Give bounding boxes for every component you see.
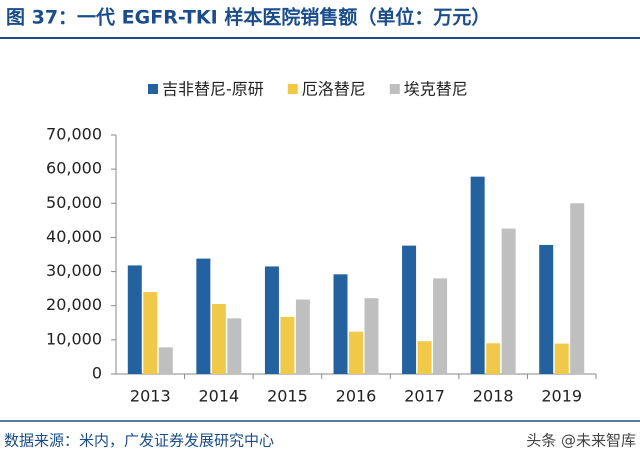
bar <box>402 245 417 374</box>
legend-swatch <box>287 84 298 94</box>
bar <box>158 347 173 374</box>
x-tick-label: 2019 <box>541 387 582 406</box>
y-tick-label: 30,000 <box>46 261 102 280</box>
bar <box>364 298 379 374</box>
watermark: 头条 @未来智库 <box>526 432 636 450</box>
y-tick-label: 40,000 <box>46 227 102 246</box>
legend-label: 厄洛替尼 <box>302 80 366 99</box>
bar <box>127 265 142 374</box>
x-tick-label: 2018 <box>473 387 514 406</box>
x-tick-label: 2017 <box>404 387 445 406</box>
y-tick-label: 70,000 <box>46 125 102 144</box>
legend-label: 吉非替尼-原研 <box>162 80 264 99</box>
legend-swatch <box>148 84 158 94</box>
bar <box>470 176 485 374</box>
bar <box>333 274 348 374</box>
legend-label: 埃克替尼 <box>404 80 468 99</box>
bar <box>433 278 448 374</box>
bar <box>143 292 158 374</box>
bar <box>570 203 585 374</box>
chart-title: 图 37：一代 EGFR-TKI 样本医院销售额（单位：万元） <box>6 6 490 29</box>
bar <box>295 299 310 374</box>
bar <box>486 343 501 374</box>
bar <box>280 316 295 374</box>
y-tick-label: 0 <box>92 364 102 383</box>
x-tick-label: 2016 <box>336 387 377 406</box>
legend-swatch <box>389 84 400 94</box>
bar <box>196 258 211 374</box>
x-tick-label: 2015 <box>267 387 308 406</box>
bar <box>349 331 363 374</box>
bar <box>264 266 279 374</box>
x-tick-label: 2014 <box>198 387 239 406</box>
bar <box>211 304 226 374</box>
bar <box>539 244 554 374</box>
bar <box>554 343 569 374</box>
x-tick-label: 2013 <box>130 387 171 406</box>
bar <box>501 228 516 374</box>
y-tick-label: 20,000 <box>46 295 102 314</box>
source: 数据来源：米内，广发证券发展研究中心 <box>4 432 274 450</box>
bar <box>417 341 432 374</box>
bar <box>227 318 242 374</box>
y-tick-label: 50,000 <box>46 193 102 212</box>
y-tick-label: 60,000 <box>46 159 102 178</box>
y-tick-label: 10,000 <box>46 329 102 348</box>
